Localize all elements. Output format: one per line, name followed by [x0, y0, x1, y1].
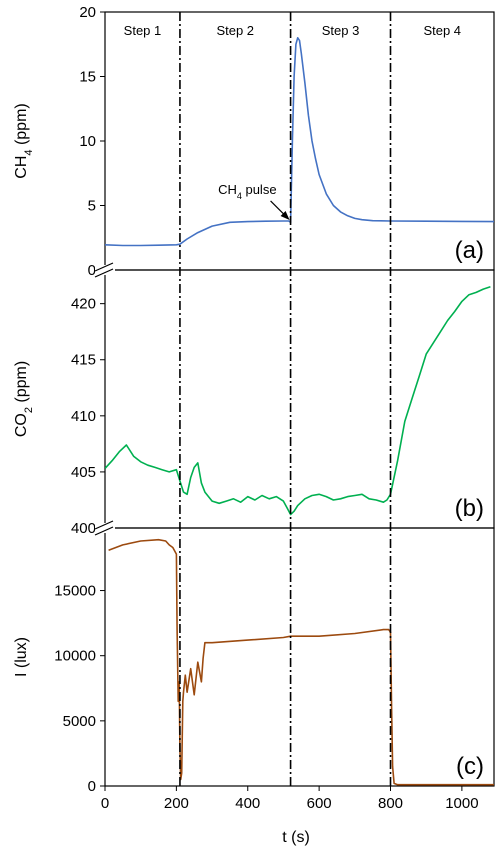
step-label: Step 2 [216, 23, 254, 38]
step-label: Step 3 [322, 23, 360, 38]
y-tick-label-ch4: 15 [79, 69, 96, 86]
panel-tag-lux: (c) [456, 753, 484, 780]
panel-frame-lux [104, 527, 495, 787]
y-tick-label-co2: 415 [71, 352, 96, 369]
x-tick-label: 800 [378, 795, 403, 812]
y-axis-label-ch4: CH4 (ppm) [13, 103, 35, 178]
panel-frame-ch4 [104, 11, 495, 271]
y-tick-label-ch4: 5 [88, 198, 96, 215]
step-label: Step 1 [124, 23, 162, 38]
annotation-ch4-pulse: CH4 pulse [218, 182, 290, 220]
y-axis-label-co2: CO2 (ppm) [13, 361, 35, 437]
y-tick-label-co2: 420 [71, 296, 96, 313]
series-line-co2 [105, 286, 491, 516]
x-tick-label: 600 [307, 795, 332, 812]
overlay-layer: (a) CH4 pulse (b) (c) Step 1 Step 2 Step 3 Step… [94, 12, 484, 786]
axis-break-slash [94, 520, 114, 530]
axis-break-lux [94, 520, 115, 536]
axis-break-slash [94, 526, 114, 536]
series-line-lux [108, 538, 494, 786]
x-tick-label: 400 [235, 795, 260, 812]
axis-break-slash [94, 262, 114, 272]
panel-tag-ch4: (a) [455, 237, 484, 264]
x-axis-label: t (s) [282, 829, 310, 846]
y-tick-label-lux: 10000 [54, 648, 96, 665]
axis-break-mask [95, 265, 115, 275]
annotation-label: CH4 pulse [218, 182, 277, 201]
y-tick-label-co2: 410 [71, 408, 96, 425]
panel-tag-co2: (b) [455, 495, 484, 522]
y-tick-label-co2: 405 [71, 464, 96, 481]
panel-frame-co2 [104, 269, 495, 529]
step-label: Step 4 [423, 23, 461, 38]
y-tick-label-ch4: 20 [79, 4, 96, 21]
y-tick-label-ch4: 0 [88, 262, 96, 279]
axis-break-slash [94, 268, 114, 278]
series-line-ch4 [105, 36, 494, 247]
y-tick-label-ch4: 10 [79, 133, 96, 150]
y-axis-label-lux: I (lux) [13, 637, 30, 677]
x-tick-label: 0 [101, 795, 109, 812]
x-tick-label: 1000 [445, 795, 478, 812]
y-tick-label-co2: 400 [71, 520, 96, 537]
y-tick-label-lux: 15000 [54, 583, 96, 600]
axis-break-co2 [94, 262, 115, 278]
y-tick-label-lux: 0 [88, 778, 96, 795]
y-tick-label-lux: 5000 [63, 713, 96, 730]
plot-layer: 0 5 10 15 20 CH4 (ppm) 400 405 410 415 420 CO2 (ppm… [13, 4, 495, 812]
axis-break-mask [95, 523, 115, 533]
x-tick-label: 200 [164, 795, 189, 812]
annotation-arrow-head [280, 210, 290, 220]
